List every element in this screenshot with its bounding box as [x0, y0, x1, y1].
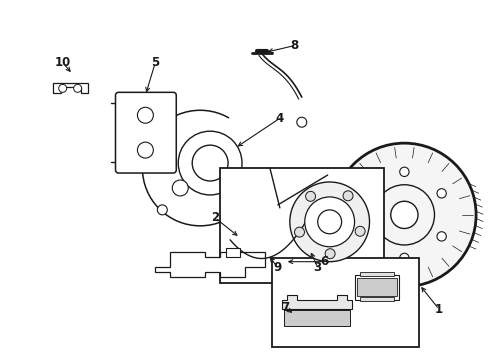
Polygon shape — [283, 310, 349, 327]
Circle shape — [399, 253, 408, 262]
Circle shape — [332, 143, 475, 287]
Text: 6: 6 — [320, 255, 328, 268]
Circle shape — [296, 117, 306, 127]
Circle shape — [436, 189, 446, 198]
Circle shape — [157, 205, 167, 215]
Circle shape — [142, 110, 258, 226]
Circle shape — [317, 210, 341, 234]
Circle shape — [192, 145, 227, 181]
Bar — [359, 272, 394, 276]
Text: 1: 1 — [434, 303, 443, 316]
Bar — [225, 248, 240, 257]
Text: 7: 7 — [280, 301, 288, 314]
Circle shape — [305, 191, 315, 201]
Bar — [220, 168, 384, 283]
Bar — [271, 258, 419, 347]
Bar — [359, 297, 394, 301]
Circle shape — [178, 131, 242, 195]
Circle shape — [390, 201, 417, 229]
Bar — [356, 278, 397, 296]
Text: 8: 8 — [290, 39, 298, 52]
Text: 10: 10 — [55, 56, 71, 69]
Circle shape — [304, 197, 354, 247]
Circle shape — [172, 180, 188, 196]
Circle shape — [399, 167, 408, 176]
Text: 3: 3 — [313, 261, 321, 274]
Circle shape — [325, 249, 334, 259]
FancyBboxPatch shape — [115, 92, 176, 173]
Text: 2: 2 — [211, 211, 219, 224]
Polygon shape — [53, 84, 87, 93]
Circle shape — [362, 189, 371, 198]
Circle shape — [354, 226, 365, 236]
Circle shape — [74, 84, 81, 92]
Polygon shape — [281, 294, 351, 310]
Text: 9: 9 — [273, 261, 282, 274]
Circle shape — [294, 227, 304, 237]
Circle shape — [59, 84, 66, 92]
Text: 5: 5 — [151, 56, 159, 69]
Circle shape — [289, 182, 369, 262]
Circle shape — [373, 185, 434, 245]
Text: 4: 4 — [275, 112, 284, 125]
Circle shape — [436, 232, 446, 241]
Circle shape — [343, 191, 352, 201]
Bar — [354, 275, 399, 300]
Circle shape — [362, 232, 371, 241]
Polygon shape — [155, 252, 264, 276]
Circle shape — [137, 107, 153, 123]
Circle shape — [137, 142, 153, 158]
